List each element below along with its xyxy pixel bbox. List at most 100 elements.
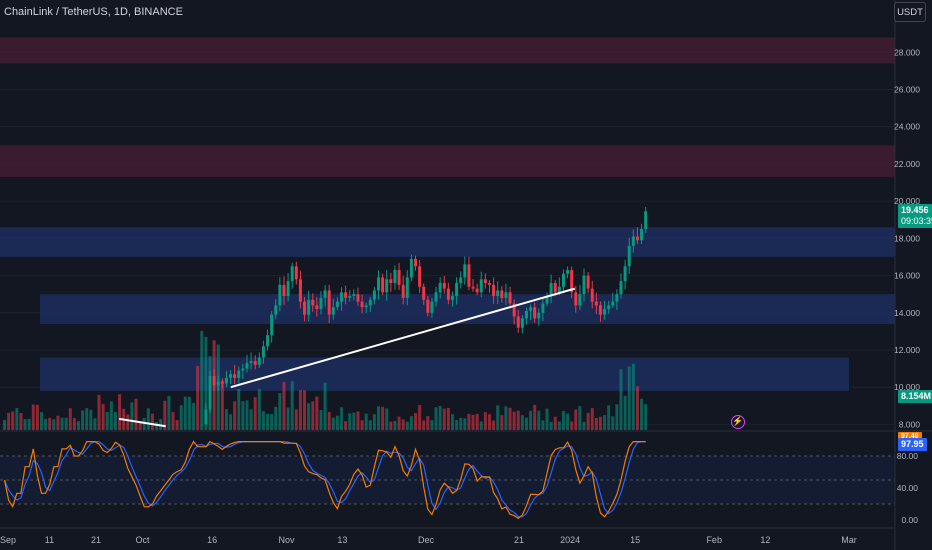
candle-body: [311, 299, 315, 306]
volume-bar: [64, 417, 68, 430]
price-tick: 8.000: [899, 419, 921, 429]
candle-body: [533, 307, 537, 319]
volume-bar: [611, 416, 615, 430]
candle-body: [594, 301, 598, 306]
volume-bar: [146, 408, 150, 430]
volume-bar: [446, 407, 450, 430]
volume-bar: [290, 381, 294, 430]
time-tick: 11: [45, 535, 54, 545]
volume-bar: [3, 419, 6, 430]
price-tick: 16.000: [894, 271, 920, 281]
candle-body: [627, 245, 631, 267]
volume-bar: [35, 404, 39, 430]
lightning-icon[interactable]: ⚡: [731, 415, 745, 429]
volume-bar: [48, 417, 52, 430]
volume-bar: [500, 415, 504, 430]
volume-bar: [323, 382, 327, 430]
volume-bar: [171, 411, 175, 430]
stoch-tick: 0.00: [901, 515, 918, 525]
candle-body: [405, 277, 409, 298]
volume-bar: [85, 408, 89, 430]
time-tick: 13: [337, 535, 347, 545]
volume-bar: [438, 405, 442, 430]
volume-bar: [155, 421, 159, 430]
price-tick: 26.000: [894, 85, 920, 95]
volume-bar: [529, 410, 533, 430]
volume-bar: [631, 363, 635, 430]
candle-body: [257, 357, 261, 365]
volume-bar: [479, 421, 483, 430]
volume-bar: [229, 414, 233, 430]
volume-bar: [594, 417, 598, 430]
price-tick: 24.000: [894, 122, 920, 132]
candle-body: [245, 363, 249, 369]
candle-body: [545, 296, 549, 304]
candle-body: [455, 283, 459, 297]
candle-body: [344, 292, 348, 298]
volume-bar: [537, 410, 541, 430]
candle-body: [208, 376, 212, 410]
volume-bar: [68, 408, 72, 430]
volume-bar: [15, 407, 19, 430]
candle-body: [307, 299, 311, 315]
volume-bar: [261, 411, 265, 430]
countdown-tag: 09:03:39: [898, 215, 932, 228]
time-tick: 15: [630, 535, 640, 545]
candle-body: [261, 346, 265, 358]
volume-bar: [192, 403, 196, 430]
price-tick: 22.000: [894, 159, 920, 169]
volume-bar: [615, 404, 619, 430]
volume-bar: [393, 420, 397, 430]
volume-bar: [520, 415, 524, 430]
price-tick: 18.000: [894, 233, 920, 243]
candle-body: [409, 258, 413, 278]
candle-body: [619, 281, 623, 295]
candle-body: [607, 305, 611, 310]
volume-bar: [541, 420, 545, 430]
candle-body: [340, 292, 344, 302]
candle-body: [274, 305, 278, 315]
volume-bar: [574, 409, 578, 430]
volume-bar: [598, 416, 602, 430]
trendline: [230, 287, 576, 389]
price-tick: 28.000: [894, 47, 920, 57]
time-tick: Nov: [279, 535, 296, 545]
volume-bar: [138, 421, 142, 430]
candle-body: [294, 266, 298, 280]
candle-body: [323, 290, 327, 298]
volume-bar: [487, 414, 491, 430]
candle-body: [397, 270, 401, 285]
volume-bar: [508, 407, 512, 430]
currency-button[interactable]: USDT: [894, 2, 926, 22]
candle-body: [537, 312, 541, 319]
candle-body: [393, 270, 397, 284]
volume-bar: [163, 400, 167, 430]
candle-body: [385, 279, 389, 293]
volume-bar: [257, 389, 261, 430]
candle-body: [381, 277, 385, 293]
volume-bar: [93, 418, 97, 430]
volume-bar: [344, 421, 348, 430]
volume-bar: [463, 418, 467, 430]
volume-bar: [385, 408, 389, 430]
candle-body: [541, 303, 545, 313]
volume-bar: [89, 409, 93, 430]
volume-bar: [233, 401, 237, 430]
candle-body: [471, 286, 475, 289]
volume-bar: [603, 415, 607, 430]
candle-body: [504, 292, 508, 298]
candle-body: [635, 236, 639, 241]
candle-body: [590, 288, 594, 302]
volume-bar: [372, 414, 376, 430]
candle-body: [303, 301, 307, 315]
candle-body: [434, 292, 438, 302]
volume-bar: [561, 411, 565, 430]
volume-bar: [11, 411, 15, 430]
candle-body: [364, 305, 368, 308]
candle-body: [360, 301, 364, 308]
candles: [204, 206, 648, 425]
volume-bar: [224, 409, 228, 430]
candle-body: [570, 270, 574, 293]
volume-bar: [81, 410, 85, 430]
